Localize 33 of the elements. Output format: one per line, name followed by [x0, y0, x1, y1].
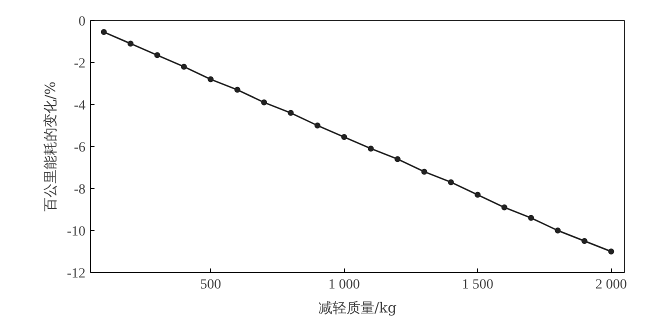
point — [234, 86, 240, 93]
point — [528, 214, 534, 221]
y-tick-label: 0 — [78, 14, 86, 30]
x-tick-label: 1 000 — [328, 278, 360, 292]
point — [261, 99, 268, 106]
point — [368, 146, 374, 152]
point — [581, 238, 588, 244]
point — [180, 64, 187, 70]
x-tick-label: 500 — [200, 278, 222, 292]
point — [394, 156, 401, 162]
point — [128, 40, 134, 47]
y-tick-label: -12 — [66, 266, 86, 282]
y-axis-title: 百公里能耗的变化/% — [42, 81, 59, 212]
point — [448, 179, 454, 186]
point — [341, 134, 348, 140]
x-axis-title: 减轻质量/kg — [318, 300, 397, 316]
point — [288, 110, 294, 116]
x-tick-label: 2 000 — [595, 278, 627, 292]
point — [421, 168, 428, 175]
y-tick-label: -8 — [74, 182, 86, 198]
point — [208, 76, 214, 82]
point — [501, 204, 508, 210]
x-tick-label: 1 500 — [462, 278, 494, 292]
y-tick-label: -2 — [74, 56, 86, 72]
point — [474, 192, 481, 198]
y-tick-label: -4 — [74, 98, 86, 114]
y-tick-label: -6 — [74, 140, 86, 156]
point — [554, 228, 561, 234]
point — [608, 248, 614, 254]
point — [154, 52, 160, 58]
point — [314, 122, 320, 128]
point — [100, 29, 107, 36]
y-tick-label: -10 — [66, 224, 86, 240]
